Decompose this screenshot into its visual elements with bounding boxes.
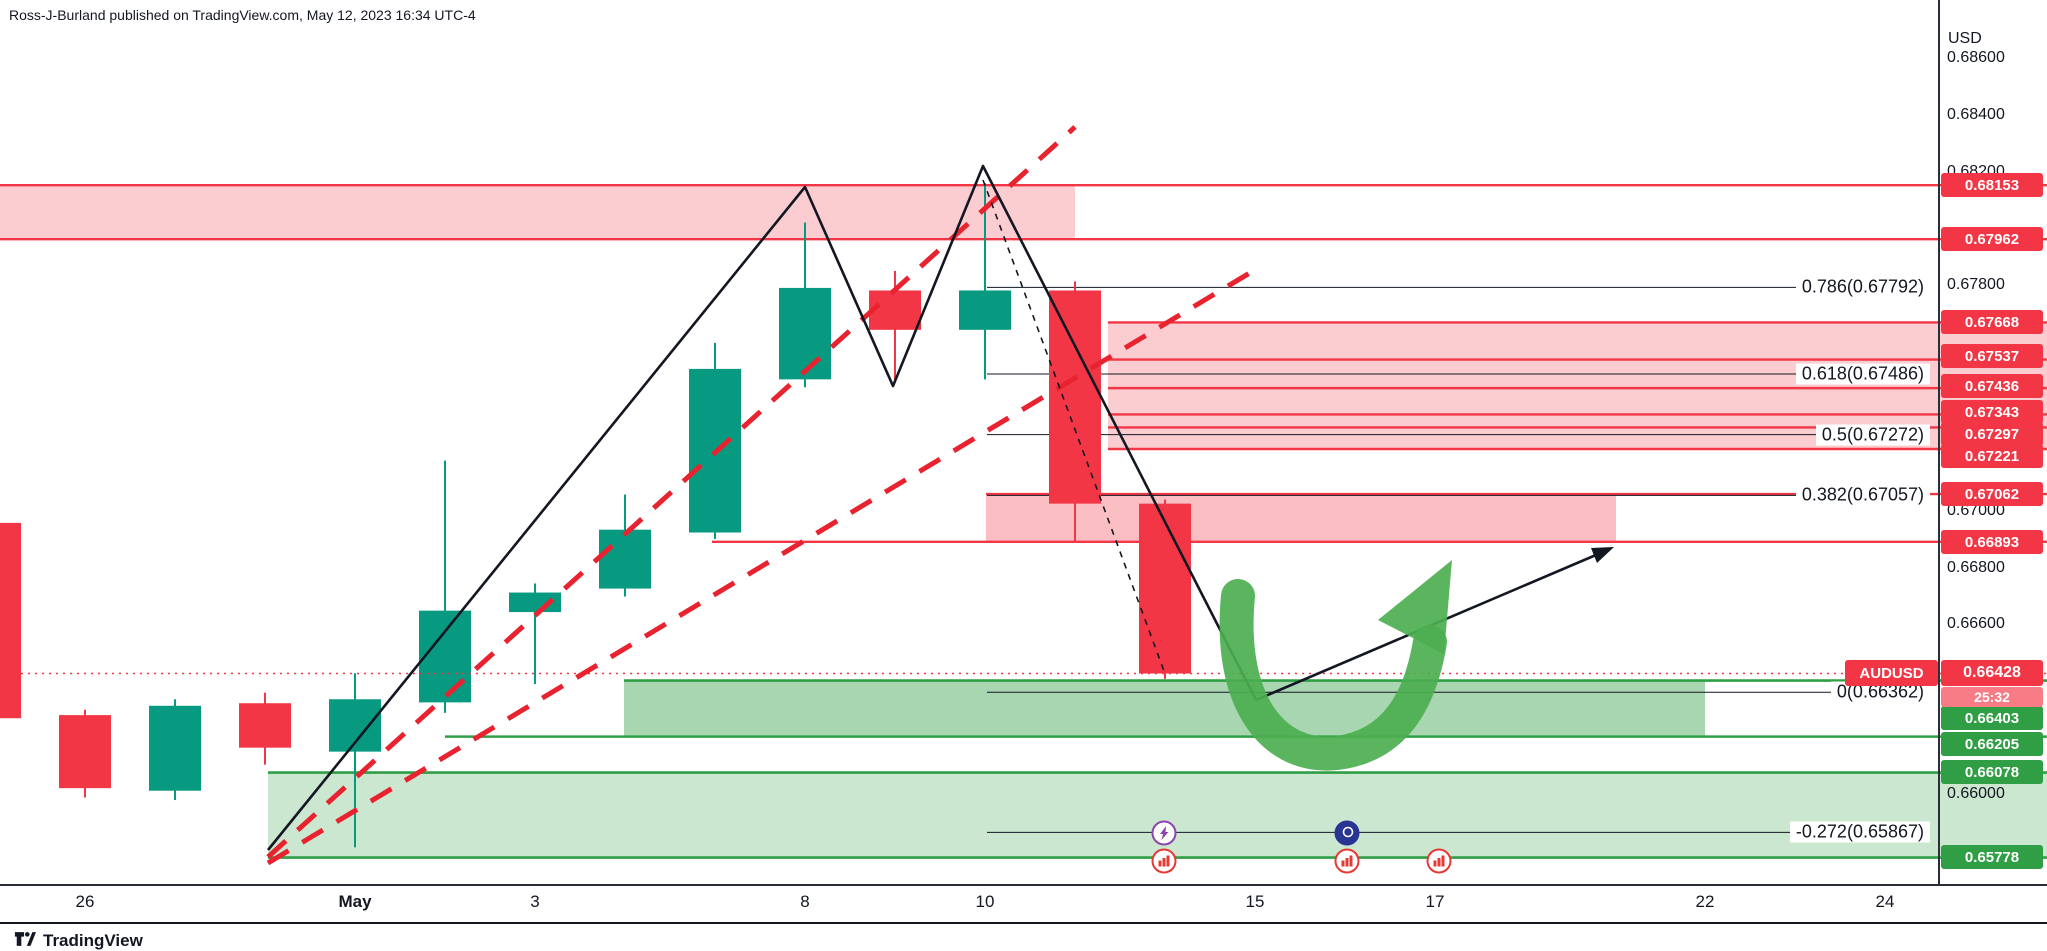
support-zone-low [268,772,2047,858]
resistance-price-badge: 0.68153 [1941,173,2043,197]
candle-body [779,287,831,380]
candle-body [869,290,921,330]
support-price-badge: 0.66403 [1941,706,2043,730]
resistance-price-badge: 0.66893 [1941,530,2043,554]
currency-label: USD [1948,30,1982,47]
fib-label: 0.382(0.67057) [1795,484,1930,506]
time-tick: 3 [530,892,540,911]
price-axis-border [1938,0,1940,884]
time-tick: 10 [975,892,995,911]
recovery-arrow-head [1378,560,1452,654]
candle-body [59,715,111,789]
fib-label: 0(0.66362) [1830,681,1930,703]
resistance-zone-top [0,185,1075,240]
trend-dashed-line [266,125,1077,859]
brand-name[interactable]: TradingView [43,931,143,950]
price-tick: 0.66800 [1947,559,2005,576]
candle-body [0,522,21,719]
dashed-drop-line [982,179,1165,672]
time-tick: May [338,892,372,911]
footer: TradingView [14,930,143,951]
central-bank-event-icon[interactable] [1334,820,1360,846]
bar-chart-icon [1433,860,1437,867]
support-price-badge: 0.65778 [1941,845,2043,869]
resistance-price-badge: 0.67343 [1941,400,2043,424]
tradingview-logo-icon[interactable] [14,930,36,951]
lightning-icon [1160,826,1169,840]
candle-body [419,610,471,703]
price-tick: 0.66600 [1947,615,2005,632]
resistance-price-badge: 0.67221 [1941,444,2043,468]
bar-chart-icon [1162,858,1166,867]
bar-chart-icon [1166,855,1170,867]
candle-body [239,703,291,748]
time-axis-border [0,884,2047,886]
time-tick: 15 [1245,892,1265,911]
resistance-price-badge: 0.67297 [1941,422,2043,446]
bank-emblem-icon [1342,826,1354,838]
price-tick: 0.68400 [1947,106,2005,123]
time-tick: 8 [800,892,810,911]
fib-label: 0.5(0.67272) [1815,424,1930,446]
fib-label: 0.786(0.67792) [1795,276,1930,298]
candle-body [599,529,651,589]
bar-chart-icon [1349,855,1353,867]
support-price-badge: 0.66078 [1941,760,2043,784]
support-zone-mid [624,680,1705,737]
candle-body [959,290,1011,330]
support-price-badge: 0.66205 [1941,732,2043,756]
bar-chart-icon [1158,860,1162,867]
time-tick: 24 [1875,892,1895,911]
recovery-arrow [1219,579,1447,771]
chart-canvas[interactable] [0,0,2047,884]
current-price-badge: 0.66428 [1941,660,2043,686]
footer-separator [0,922,2047,924]
candle-body [1049,290,1101,504]
bar-chart-icon [1437,858,1441,867]
resistance-price-badge: 0.67436 [1941,374,2043,398]
trend-dashed-line [266,268,1255,866]
time-tick: 26 [75,892,95,911]
price-tick: 0.67800 [1947,276,2005,293]
symbol-badge: AUDUSD [1845,660,1938,686]
bar-countdown-badge: 25:32 [1941,687,2043,707]
price-tick: 0.67000 [1947,502,2005,519]
zigzag-line [266,164,1258,851]
candle-body [149,705,201,791]
projection-arrow-head [1591,547,1614,563]
resistance-price-badge: 0.67962 [1941,227,2043,251]
attribution-text: Ross-J-Burland published on TradingView.… [9,7,476,23]
time-tick: 17 [1425,892,1445,911]
price-tick: 0.66000 [1947,785,2005,802]
resistance-price-badge: 0.67062 [1941,482,2043,506]
resistance-price-badge: 0.67537 [1941,344,2043,368]
time-tick: 22 [1695,892,1715,911]
resistance-price-badge: 0.67668 [1941,310,2043,334]
candle-body [1139,503,1191,674]
bar-chart-icon [1345,858,1349,867]
fib-label: 0.618(0.67486) [1795,363,1930,385]
fib-label: -0.272(0.65867) [1789,821,1930,843]
candle-body [509,592,561,613]
bar-chart-icon [1441,855,1445,867]
price-tick: 0.68600 [1947,49,2005,66]
bar-chart-icon [1341,860,1345,867]
